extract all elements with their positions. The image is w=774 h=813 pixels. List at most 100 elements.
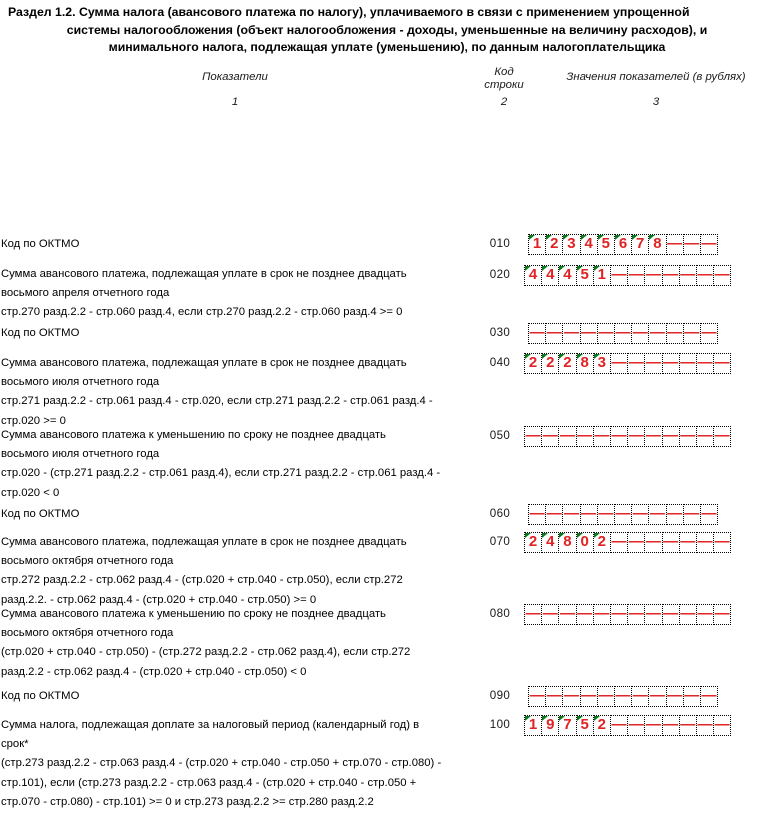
value-cell-empty[interactable]: —: [631, 503, 650, 525]
value-cell-digit[interactable]: 6: [613, 233, 633, 255]
value-cell-empty[interactable]: —: [631, 322, 650, 344]
value-cell-empty[interactable]: —: [699, 233, 719, 255]
value-cell-digit[interactable]: 2: [524, 352, 543, 374]
value-cell-empty[interactable]: —: [695, 425, 715, 447]
value-cell-empty[interactable]: —: [665, 685, 684, 707]
value-cell-empty[interactable]: —: [524, 603, 543, 625]
value-cell-empty[interactable]: —: [695, 264, 715, 286]
value-cell-grid[interactable]: 2 2 2 8 3— — — — — — —: [524, 352, 732, 374]
value-cell-digit[interactable]: 4: [541, 531, 560, 553]
value-cell-empty[interactable]: —: [695, 714, 715, 736]
value-cell-digit[interactable]: 5: [575, 264, 594, 286]
value-cell-empty[interactable]: —: [627, 264, 646, 286]
value-cell-empty[interactable]: —: [541, 603, 560, 625]
value-cell-empty[interactable]: —: [678, 352, 697, 374]
value-cell-empty[interactable]: —: [699, 322, 719, 344]
value-cell-empty[interactable]: —: [609, 425, 629, 447]
value-cell-digit[interactable]: 5: [575, 714, 594, 736]
value-cell-empty[interactable]: —: [661, 531, 680, 553]
value-cell-empty[interactable]: —: [713, 264, 732, 286]
value-cell-empty[interactable]: —: [596, 503, 615, 525]
value-cell-empty[interactable]: —: [627, 603, 646, 625]
value-cell-empty[interactable]: —: [699, 685, 719, 707]
value-cell-digit[interactable]: 9: [541, 714, 560, 736]
value-cell-empty[interactable]: —: [665, 233, 684, 255]
value-cell-empty[interactable]: —: [579, 685, 598, 707]
value-cell-empty[interactable]: —: [682, 503, 701, 525]
value-cell-empty[interactable]: —: [545, 503, 564, 525]
value-cell-digit[interactable]: 7: [631, 233, 650, 255]
value-cell-empty[interactable]: —: [528, 503, 547, 525]
value-cell-grid[interactable]: — — — — — — — — — — —: [528, 503, 719, 525]
value-cell-grid[interactable]: — — — — — — — — — — — —: [524, 425, 732, 447]
value-cell-empty[interactable]: —: [596, 685, 615, 707]
value-cell-empty[interactable]: —: [695, 531, 715, 553]
value-cell-empty[interactable]: —: [695, 352, 715, 374]
value-cell-digit[interactable]: 2: [545, 233, 564, 255]
value-cell-empty[interactable]: —: [524, 425, 543, 447]
value-cell-empty[interactable]: —: [528, 685, 547, 707]
value-cell-empty[interactable]: —: [613, 322, 633, 344]
value-cell-empty[interactable]: —: [627, 714, 646, 736]
value-cell-grid[interactable]: 1 2 3 4 5 6 7 8— — —: [528, 233, 719, 255]
value-cell-empty[interactable]: —: [661, 425, 680, 447]
value-cell-empty[interactable]: —: [661, 264, 680, 286]
value-cell-empty[interactable]: —: [713, 425, 732, 447]
value-cell-empty[interactable]: —: [558, 603, 577, 625]
value-cell-empty[interactable]: —: [579, 322, 598, 344]
value-cell-grid[interactable]: 4 4 4 5 1— — — — — — —: [524, 264, 732, 286]
value-cell-grid[interactable]: — — — — — — — — — — — —: [524, 603, 732, 625]
value-cell-empty[interactable]: —: [665, 322, 684, 344]
value-cell-digit[interactable]: 4: [579, 233, 598, 255]
value-cell-digit[interactable]: 1: [528, 233, 547, 255]
value-cell-empty[interactable]: —: [644, 425, 663, 447]
value-cell-digit[interactable]: 0: [575, 531, 594, 553]
value-cell-empty[interactable]: —: [661, 714, 680, 736]
value-cell-empty[interactable]: —: [644, 352, 663, 374]
value-cell-digit[interactable]: 2: [558, 352, 577, 374]
value-cell-empty[interactable]: —: [665, 503, 684, 525]
value-cell-empty[interactable]: —: [613, 685, 633, 707]
value-cell-empty[interactable]: —: [609, 603, 629, 625]
value-cell-empty[interactable]: —: [575, 603, 594, 625]
value-cell-empty[interactable]: —: [648, 685, 667, 707]
value-cell-digit[interactable]: 7: [558, 714, 577, 736]
value-cell-empty[interactable]: —: [562, 322, 581, 344]
value-cell-empty[interactable]: —: [682, 233, 701, 255]
value-cell-empty[interactable]: —: [713, 714, 732, 736]
value-cell-empty[interactable]: —: [695, 603, 715, 625]
value-cell-empty[interactable]: —: [545, 322, 564, 344]
value-cell-empty[interactable]: —: [661, 352, 680, 374]
value-cell-empty[interactable]: —: [562, 503, 581, 525]
value-cell-digit[interactable]: 2: [592, 714, 611, 736]
value-cell-digit[interactable]: 1: [592, 264, 611, 286]
value-cell-empty[interactable]: —: [558, 425, 577, 447]
value-cell-grid[interactable]: — — — — — — — — — — —: [528, 322, 719, 344]
value-cell-empty[interactable]: —: [609, 352, 629, 374]
value-cell-digit[interactable]: 1: [524, 714, 543, 736]
value-cell-empty[interactable]: —: [528, 322, 547, 344]
value-cell-empty[interactable]: —: [596, 322, 615, 344]
value-cell-empty[interactable]: —: [644, 714, 663, 736]
value-cell-digit[interactable]: 5: [596, 233, 615, 255]
value-cell-empty[interactable]: —: [613, 503, 633, 525]
value-cell-empty[interactable]: —: [678, 603, 697, 625]
value-cell-empty[interactable]: —: [678, 264, 697, 286]
value-cell-grid[interactable]: — — — — — — — — — — —: [528, 685, 719, 707]
value-cell-digit[interactable]: 4: [558, 264, 577, 286]
value-cell-empty[interactable]: —: [592, 425, 611, 447]
value-cell-empty[interactable]: —: [592, 603, 611, 625]
value-cell-empty[interactable]: —: [644, 264, 663, 286]
value-cell-digit[interactable]: 2: [541, 352, 560, 374]
value-cell-empty[interactable]: —: [713, 352, 732, 374]
value-cell-empty[interactable]: —: [682, 322, 701, 344]
value-cell-digit[interactable]: 8: [558, 531, 577, 553]
value-cell-grid[interactable]: 1 9 7 5 2— — — — — — —: [524, 714, 732, 736]
value-cell-empty[interactable]: —: [609, 531, 629, 553]
value-cell-empty[interactable]: —: [627, 531, 646, 553]
value-cell-digit[interactable]: 4: [524, 264, 543, 286]
value-cell-empty[interactable]: —: [661, 603, 680, 625]
value-cell-empty[interactable]: —: [609, 714, 629, 736]
value-cell-digit[interactable]: 2: [524, 531, 543, 553]
value-cell-digit[interactable]: 4: [541, 264, 560, 286]
